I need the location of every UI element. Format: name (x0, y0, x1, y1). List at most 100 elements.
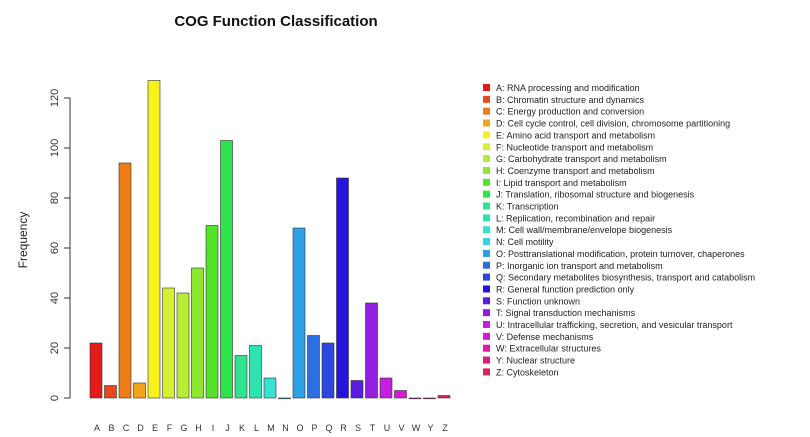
bar-k (234, 355, 248, 399)
bar-c (118, 162, 132, 399)
x-tick-label-z: Z (442, 423, 448, 433)
legend-swatch (483, 332, 490, 340)
legend-swatch (483, 368, 490, 376)
x-tick-label-u: U (384, 423, 391, 433)
legend-entry: G: Carbohydrate transport and metabolism (496, 154, 667, 164)
legend-swatch (483, 190, 490, 198)
bar-n (278, 397, 291, 400)
legend-swatch (483, 297, 490, 305)
legend-entry: N: Cell motility (496, 237, 554, 247)
legend-swatch (483, 202, 490, 210)
legend-swatch (483, 238, 490, 246)
legend-swatch (483, 249, 490, 257)
y-tick-label: 0 (49, 395, 61, 401)
legend-entry: P: Inorganic ion transport and metabolis… (496, 261, 663, 271)
legend-entry: R: General function prediction only (496, 284, 635, 294)
x-tick-label-e: E (152, 423, 158, 433)
x-tick-label-a: A (94, 423, 100, 433)
y-axis-label: Frequency (16, 212, 30, 269)
x-tick-label-o: O (296, 423, 303, 433)
legend-entry: Y: Nuclear structure (496, 356, 575, 366)
bar-o (292, 227, 306, 399)
bar-z (437, 395, 451, 399)
y-tick-label: 80 (49, 192, 61, 204)
legend-swatch (483, 95, 490, 103)
x-tick-label-v: V (398, 423, 404, 433)
legend-entry: U: Intracellular trafficking, secretion,… (496, 320, 733, 330)
bars-group (89, 80, 451, 400)
legend-swatch (483, 309, 490, 317)
legend-entry: V: Defense mechanisms (496, 332, 594, 342)
bar-h (191, 267, 204, 399)
x-tick-label-n: N (282, 423, 289, 433)
x-tick-label-k: K (239, 423, 245, 433)
bar-w (408, 397, 422, 400)
bar-j (220, 140, 233, 399)
x-tick-label-q: Q (325, 423, 332, 433)
x-tick-label-c: C (123, 423, 130, 433)
legend-swatch (483, 321, 490, 328)
x-tick-label-i: I (212, 423, 215, 433)
bar-y (423, 397, 436, 400)
legend-entry: J: Translation, ribosomal structure and … (496, 190, 695, 200)
legend-swatch (483, 285, 490, 293)
legend-swatch (483, 226, 490, 234)
x-tick-label-r: R (340, 423, 347, 433)
bar-q (321, 342, 335, 399)
legend-entry: B: Chromatin structure and dynamics (496, 95, 645, 105)
legend-swatch (483, 344, 490, 352)
bar-v (394, 390, 407, 399)
bar-s (350, 380, 364, 399)
legend-entry: H: Coenzyme transport and metabolism (496, 166, 655, 176)
legend-entry: E: Amino acid transport and metabolism (496, 130, 655, 140)
x-tick-label-b: B (108, 423, 114, 433)
x-tick-label-f: F (167, 423, 173, 433)
x-tick-label-p: P (311, 423, 317, 433)
legend-entry: T: Signal transduction mechanisms (496, 308, 636, 318)
bar-e (147, 80, 161, 399)
legend-entry: Q: Secondary metabolites biosynthesis, t… (496, 273, 755, 283)
legend-entry: W: Extracellular structures (496, 344, 601, 354)
y-axis: 0 20 40 60 80 100 120 (49, 89, 71, 401)
legend-entry: S: Function unknown (496, 296, 580, 306)
legend-swatch (483, 107, 490, 115)
y-tick-label: 60 (49, 242, 61, 254)
legend-entry: Z: Cytoskeleton (496, 367, 559, 377)
chart-title: COG Function Classification (174, 13, 377, 30)
x-tick-label-s: S (355, 423, 361, 433)
legend-entry: O: Posttranslational modification, prote… (496, 249, 745, 259)
bar-r (336, 177, 349, 399)
legend-swatch (483, 214, 490, 222)
legend-swatch (483, 84, 490, 91)
bar-t (365, 302, 378, 399)
legend-swatch (483, 356, 490, 364)
legend-entry: D: Cell cycle control, cell division, ch… (496, 119, 730, 129)
bar-m (263, 377, 277, 399)
y-tick-label: 100 (49, 139, 61, 157)
legend-swatch (483, 273, 490, 281)
legend-swatch (483, 131, 490, 139)
legend-swatch (483, 166, 490, 174)
x-tick-label-j: J (225, 423, 230, 433)
legend-entry: L: Replication, recombination and repair (496, 213, 655, 223)
legend-entry: F: Nucleotide transport and metabolism (496, 142, 653, 152)
bar-f (162, 287, 175, 399)
bar-u (379, 377, 393, 399)
legend-swatch (483, 261, 490, 269)
legend-swatch (483, 155, 490, 163)
legend-entry: C: Energy production and conversion (496, 107, 644, 117)
bar-i (205, 225, 219, 399)
bar-p (307, 335, 320, 399)
bar-l (249, 345, 262, 399)
y-tick-label: 120 (49, 89, 61, 107)
legend-entry: M: Cell wall/membrane/envelope biogenesi… (496, 225, 673, 235)
bar-g (176, 292, 190, 399)
y-tick-label: 20 (49, 342, 61, 354)
legend-swatch (483, 178, 490, 186)
bar-d (133, 382, 146, 399)
x-tick-label-y: Y (427, 423, 433, 433)
x-tick-label-g: G (180, 423, 187, 433)
x-tick-label-w: W (412, 423, 421, 433)
